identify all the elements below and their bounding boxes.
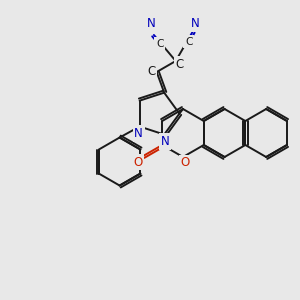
Text: C: C (185, 37, 193, 47)
Text: O: O (134, 155, 143, 169)
Text: N: N (161, 135, 170, 148)
Text: O: O (180, 157, 190, 169)
Text: N: N (134, 127, 143, 140)
Text: C: C (176, 58, 184, 70)
Text: C: C (148, 64, 156, 77)
Text: N: N (191, 17, 200, 30)
Text: N: N (147, 17, 156, 30)
Text: C: C (156, 39, 164, 49)
